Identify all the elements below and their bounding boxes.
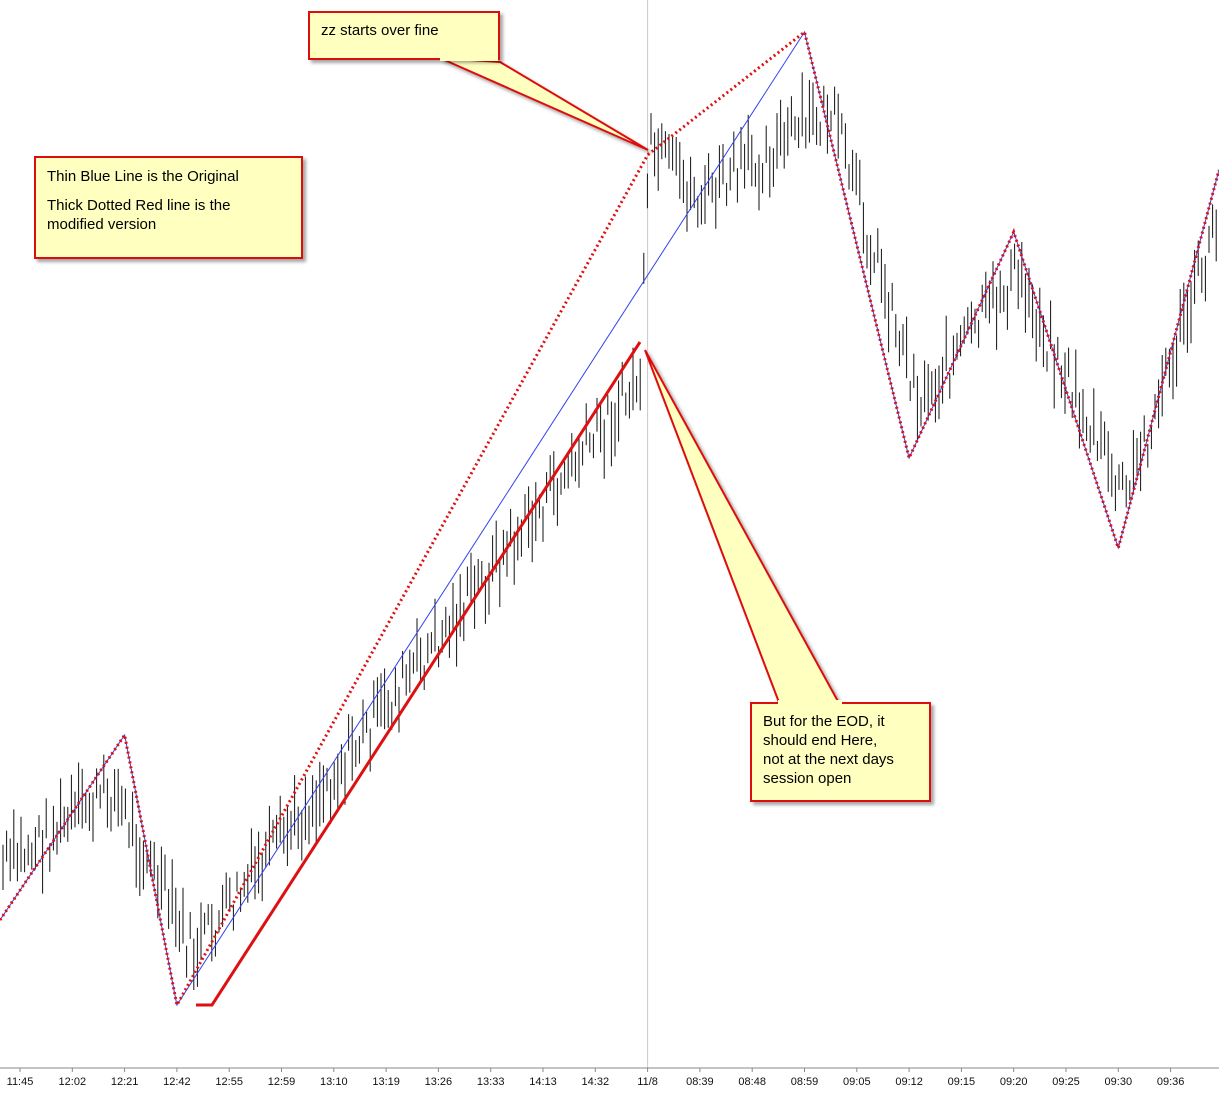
x-tick-label: 08:59 — [791, 1076, 819, 1088]
eod-note-line2: should end Here, — [763, 732, 877, 749]
eod-note-line3: not at the next days — [763, 751, 894, 768]
x-tick-label: 08:48 — [738, 1076, 766, 1088]
x-tick-label: 13:26 — [425, 1076, 453, 1088]
x-tick-label: 12:21 — [111, 1076, 139, 1088]
x-tick-label: 11/8 — [637, 1076, 658, 1088]
x-tick-label: 12:59 — [268, 1076, 296, 1088]
x-tick-label: 11:45 — [7, 1076, 34, 1088]
x-axis-ticks: 11:45 12:02 12:21 12:42 12:55 12:59 13:10 13:19… — [7, 1068, 1185, 1088]
zz-note-text: zz starts over fine — [321, 22, 439, 39]
legend-note-line2: Thick Dotted Red line is the — [47, 197, 230, 214]
eod-note-line4: session open — [763, 770, 851, 787]
x-tick-label: 12:42 — [163, 1076, 191, 1088]
legend-note-line1: Thin Blue Line is the Original — [47, 168, 239, 185]
legend-note-box — [34, 156, 303, 259]
x-tick-label: 08:39 — [686, 1076, 714, 1088]
eod-note-box — [750, 702, 931, 802]
x-tick-label: 13:10 — [320, 1076, 348, 1088]
x-tick-label: 09:15 — [948, 1076, 976, 1088]
x-tick-label: 09:36 — [1157, 1076, 1185, 1088]
x-tick-label: 14:32 — [582, 1076, 610, 1088]
x-tick-label: 12:55 — [215, 1076, 243, 1088]
x-tick-label: 12:02 — [59, 1076, 87, 1088]
legend-note: Thin Blue Line is the Original Thick Dot… — [34, 156, 303, 259]
x-tick-label: 13:19 — [372, 1076, 400, 1088]
price-bars — [2, 72, 1217, 990]
x-tick-label: 09:30 — [1105, 1076, 1133, 1088]
zz-note: zz starts over fine — [308, 11, 649, 151]
eod-note: But for the EOD, it should end Here, not… — [644, 349, 931, 802]
eod-note-joint — [778, 700, 842, 705]
x-tick-label: 09:12 — [895, 1076, 923, 1088]
x-tick-label: 09:25 — [1052, 1076, 1080, 1088]
highlight-up-leg — [196, 341, 642, 1007]
eod-note-line1: But for the EOD, it — [763, 713, 886, 730]
x-tick-label: 13:33 — [477, 1076, 505, 1088]
original-zigzag-line — [0, 30, 1219, 1007]
legend-note-line3: modified version — [47, 216, 156, 233]
zz-note-joint — [440, 56, 498, 61]
x-tick-label: 09:05 — [843, 1076, 871, 1088]
zz-note-box — [308, 11, 500, 60]
x-tick-label: 14:13 — [529, 1076, 557, 1088]
x-tick-label: 09:20 — [1000, 1076, 1028, 1088]
